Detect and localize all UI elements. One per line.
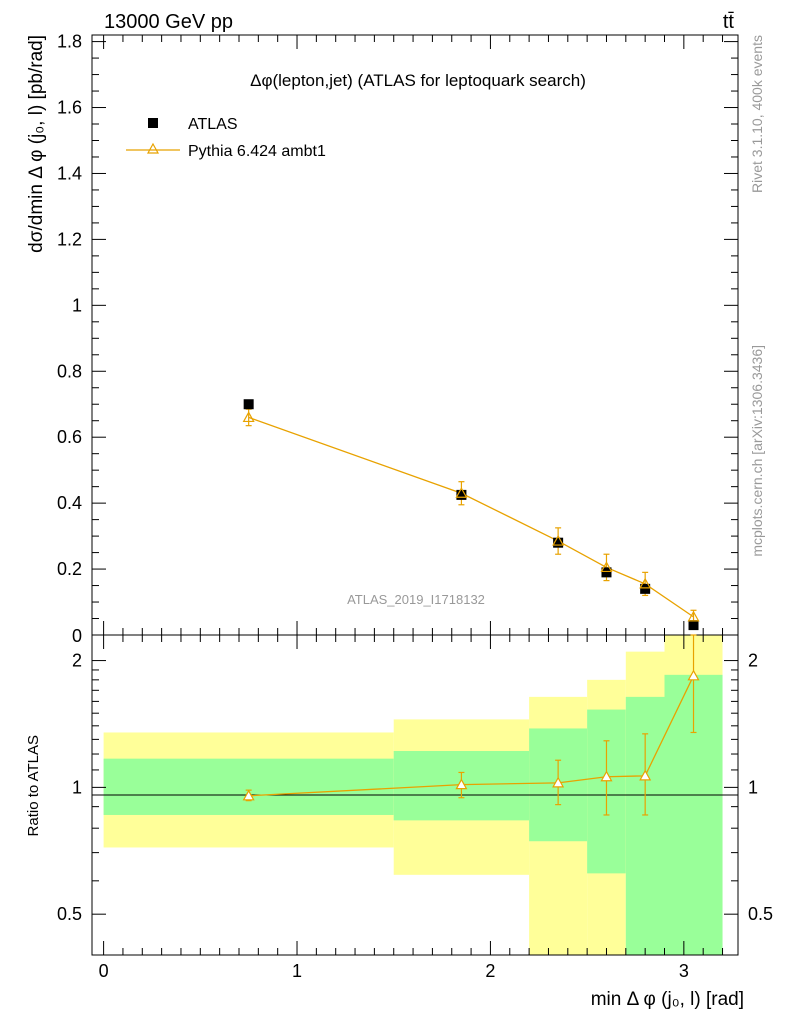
y-tick-label: 0.2 — [57, 559, 82, 579]
x-tick-label: 0 — [99, 961, 109, 981]
ratio-y-tick-label: 1 — [72, 777, 82, 797]
y-tick-label: 1.2 — [57, 229, 82, 249]
mc-data-point — [639, 577, 652, 589]
atlas-data-point — [243, 399, 254, 410]
ratio-y-tick-label: 1 — [748, 777, 758, 797]
y-tick-label: 0 — [72, 626, 82, 646]
energy-label: 13000 GeV pp — [104, 11, 233, 33]
mc-data-point — [455, 487, 468, 498]
x-tick-label: 2 — [485, 961, 495, 981]
ratio-mc-line — [248, 675, 695, 797]
source-info: mcplots.cern.ch [arXiv:1306.3436] — [749, 345, 765, 557]
y-tick-label: 1.8 — [57, 32, 82, 52]
y-tick-label: 1.6 — [57, 98, 82, 118]
ratio-band-inner — [103, 758, 394, 815]
ratio-mc-point — [639, 769, 652, 781]
mc-data-point — [242, 411, 255, 423]
ratio-y-tick-label: 2 — [72, 651, 82, 671]
legend-atlas-label: ATLAS — [188, 116, 238, 133]
atlas-data-point — [601, 567, 612, 578]
atlas-data-point — [688, 620, 699, 631]
ratio-bands — [103, 635, 723, 955]
data-marks — [242, 399, 700, 816]
atlas-data-point — [456, 489, 467, 500]
ratio-y-tick-label: 2 — [748, 651, 758, 671]
mc-series-line — [248, 416, 694, 618]
x-tick-label: 3 — [679, 961, 689, 981]
mc-data-point — [600, 561, 613, 573]
y-tick-label: 1 — [72, 295, 82, 315]
analysis-watermark: ATLAS_2019_I1718132 — [347, 592, 485, 607]
x-tick-label: 1 — [292, 961, 302, 981]
axis-ticks — [92, 35, 738, 956]
y-tick-label: 0.6 — [57, 427, 82, 447]
ratio-mc-point — [552, 776, 565, 788]
ratio-y-tick-label: 0.5 — [57, 904, 82, 924]
ratio-mc-point — [455, 778, 468, 790]
y-axis-label: dσ/dmin Δ φ (j₀, l) [pb/rad] — [26, 35, 47, 253]
ratio-y-axis-label: Ratio to ATLAS — [25, 735, 42, 836]
y-tick-label: 0.4 — [57, 493, 82, 513]
legend-atlas-marker — [148, 118, 158, 128]
axis-tick-labels: 0 1 2 3 0.2 0.4 0.6 0.8 1 1.2 1.4 1.6 1.8 0 0.5 0.5 1 1 2 2 — [57, 32, 773, 981]
process-label: tt̄ — [723, 11, 735, 33]
x-axis-label: min Δ φ (j₀, l) [rad] — [591, 989, 744, 1010]
ratio-mc-point — [687, 669, 700, 681]
mc-data-point — [552, 534, 565, 546]
chart-title: Δφ(lepton,jet) (ATLAS for leptoquark sea… — [250, 71, 586, 90]
legend-mc-label: Pythia 6.424 ambt1 — [188, 143, 326, 160]
mc-data-point — [687, 610, 700, 622]
y-tick-label: 0.8 — [57, 361, 82, 381]
legend-mc-marker — [146, 142, 160, 154]
ratio-mc-point — [242, 789, 255, 801]
ratio-mc-point — [600, 770, 613, 782]
atlas-data-point — [640, 583, 651, 594]
y-tick-label: 1.4 — [57, 163, 82, 183]
rivet-info: Rivet 3.1.10, 400k events — [749, 35, 765, 193]
atlas-data-point — [553, 537, 564, 548]
ratio-y-tick-label: 0.5 — [748, 904, 773, 924]
